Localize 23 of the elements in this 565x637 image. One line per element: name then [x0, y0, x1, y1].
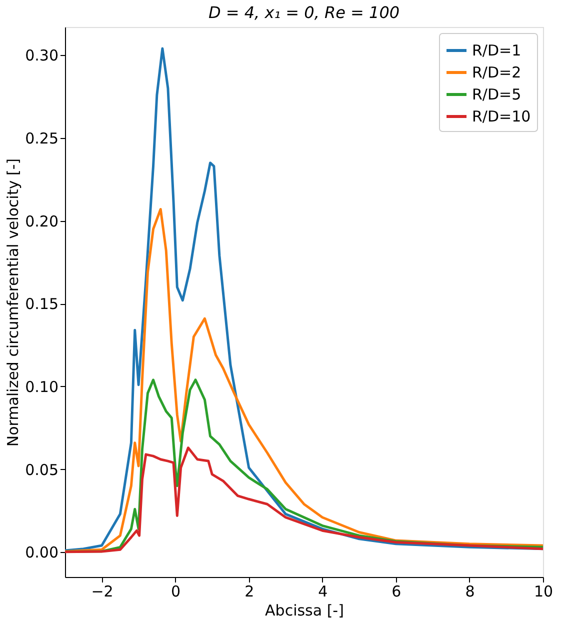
- legend-label: R/D=1: [472, 42, 522, 60]
- legend-label: R/D=10: [472, 108, 531, 126]
- line-series: [65, 446, 543, 554]
- x-tick-label: 8: [465, 582, 475, 600]
- y-axis-title: Normalized circumferential velocity [-]: [4, 158, 22, 447]
- line-series: [65, 208, 543, 553]
- y-tick-label: 0.20: [25, 212, 58, 230]
- y-tick-label: 0.25: [25, 129, 58, 148]
- legend-label: R/D=2: [472, 64, 522, 82]
- legend-label: R/D=5: [472, 86, 522, 104]
- x-tick-label: 0: [171, 582, 181, 600]
- y-tick-label: 0.10: [25, 378, 58, 396]
- x-tick-label: 10: [534, 582, 554, 600]
- x-tick-label: −2: [91, 582, 114, 600]
- y-tick-label: 0.05: [25, 460, 58, 479]
- x-tick-label: 4: [318, 582, 328, 600]
- y-tick-label: 0.15: [25, 295, 58, 314]
- chart-title: D = 4, x₁ = 0, Re = 100: [208, 3, 400, 22]
- x-tick-label: 2: [244, 582, 254, 600]
- y-tick-label: 0.30: [25, 46, 58, 65]
- x-tick-label: 6: [392, 582, 402, 600]
- y-tick-label: 0.00: [25, 544, 58, 562]
- x-axis-title: Abcissa [-]: [265, 602, 344, 620]
